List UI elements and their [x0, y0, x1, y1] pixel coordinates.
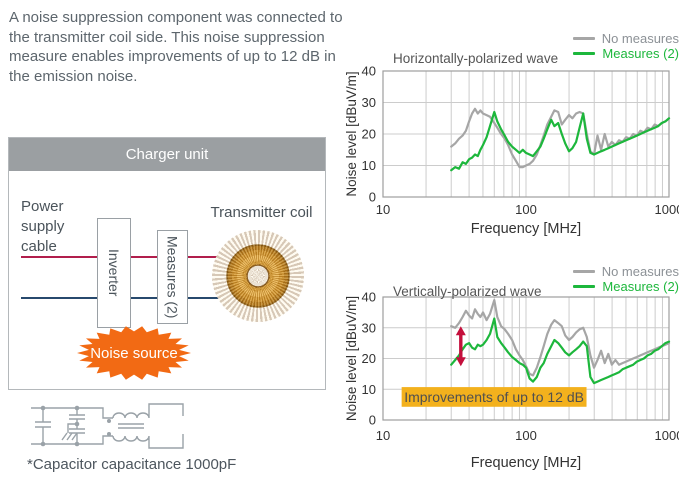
svg-text:0: 0 [369, 190, 376, 205]
transmitter-coil-label: Transmitter coil [210, 204, 313, 221]
svg-text:Improvements of up to 12 dB: Improvements of up to 12 dB [404, 389, 584, 405]
schematic-caption: *Capacitor capacitance 1000pF [27, 456, 237, 473]
svg-text:0: 0 [369, 413, 376, 428]
measures-label: Measures (2) [602, 46, 679, 61]
chart-horizontally-polarized: No measures Measures (2) Horizontally-po… [340, 30, 679, 245]
svg-text:40: 40 [362, 64, 376, 79]
filter-circuit-schematic [31, 403, 184, 449]
no-measures-label: No measures [601, 31, 679, 46]
no-measures-swatch [572, 270, 595, 273]
legend-no-measures: No measures [572, 31, 679, 46]
starburst-shape [77, 326, 191, 380]
svg-text:30: 30 [362, 95, 376, 110]
svg-text:1000: 1000 [655, 202, 679, 217]
svg-text:40: 40 [362, 290, 376, 305]
legend-measures: Measures (2) [573, 279, 679, 294]
svg-text:10: 10 [362, 382, 376, 397]
chart-legend: No measures Measures (2) [572, 264, 679, 294]
charger-unit-header: Charger unit [9, 138, 325, 171]
chart-plot: 010203040101001000Noise level [dBuV/m]Fr… [344, 290, 679, 472]
chart-plot: 010203040101001000Noise level [dBuV/m]Fr… [344, 64, 679, 238]
chart-vertically-polarized: No measures Measures (2) Vertically-pola… [340, 263, 679, 481]
svg-text:100: 100 [515, 202, 537, 217]
svg-text:20: 20 [362, 127, 376, 142]
measures-box: Measures (2) [157, 230, 188, 324]
charger-unit-body: Power supply cable Inverter Measures (2)… [9, 171, 325, 390]
chart-title: Horizontally-polarized wave [393, 51, 559, 66]
svg-text:Frequency [MHz]: Frequency [MHz] [471, 221, 581, 237]
legend-no-measures: No measures [572, 264, 679, 279]
schematic-junction-dots [40, 405, 111, 447]
power-label-line1: Power [21, 198, 64, 215]
legend-measures: Measures (2) [573, 46, 679, 61]
inverter-label: Inverter [106, 249, 122, 297]
svg-text:100: 100 [515, 428, 537, 443]
power-label-line3: cable [21, 238, 57, 255]
svg-text:10: 10 [362, 158, 376, 173]
chart-title: Vertically-polarized wave [393, 284, 542, 299]
svg-text:Noise level [dBuV/m]: Noise level [dBuV/m] [344, 71, 359, 196]
chart-legend: No measures Measures (2) [572, 31, 679, 61]
measures-label: Measures (2) [602, 279, 679, 294]
measures-label: Measures (2) [164, 235, 181, 319]
svg-text:10: 10 [376, 428, 390, 443]
svg-text:10: 10 [376, 202, 390, 217]
svg-text:30: 30 [362, 320, 376, 335]
svg-text:1000: 1000 [655, 428, 679, 443]
noise-source-label: Noise source [90, 344, 178, 362]
schematic-lines [31, 403, 184, 449]
transmitter-coil-image [212, 230, 304, 322]
power-supply-cable-label: Power supply cable [21, 197, 64, 257]
measures-swatch [573, 285, 596, 288]
intro-text: A noise suppression component was connec… [9, 9, 343, 85]
no-measures-label: No measures [601, 264, 679, 279]
charger-unit-diagram: Charger unit Power supply cable Inverter… [8, 137, 326, 390]
svg-text:20: 20 [362, 351, 376, 366]
no-measures-swatch [572, 37, 595, 40]
power-wire-top [21, 256, 259, 258]
svg-text:Frequency [MHz]: Frequency [MHz] [471, 455, 581, 471]
svg-text:Noise level [dBuV/m]: Noise level [dBuV/m] [344, 296, 359, 421]
power-label-line2: supply [21, 218, 65, 235]
noise-source-burst [77, 326, 191, 380]
power-wire-bottom [21, 297, 259, 299]
measures-swatch [573, 52, 596, 55]
inverter-box: Inverter [97, 218, 131, 328]
